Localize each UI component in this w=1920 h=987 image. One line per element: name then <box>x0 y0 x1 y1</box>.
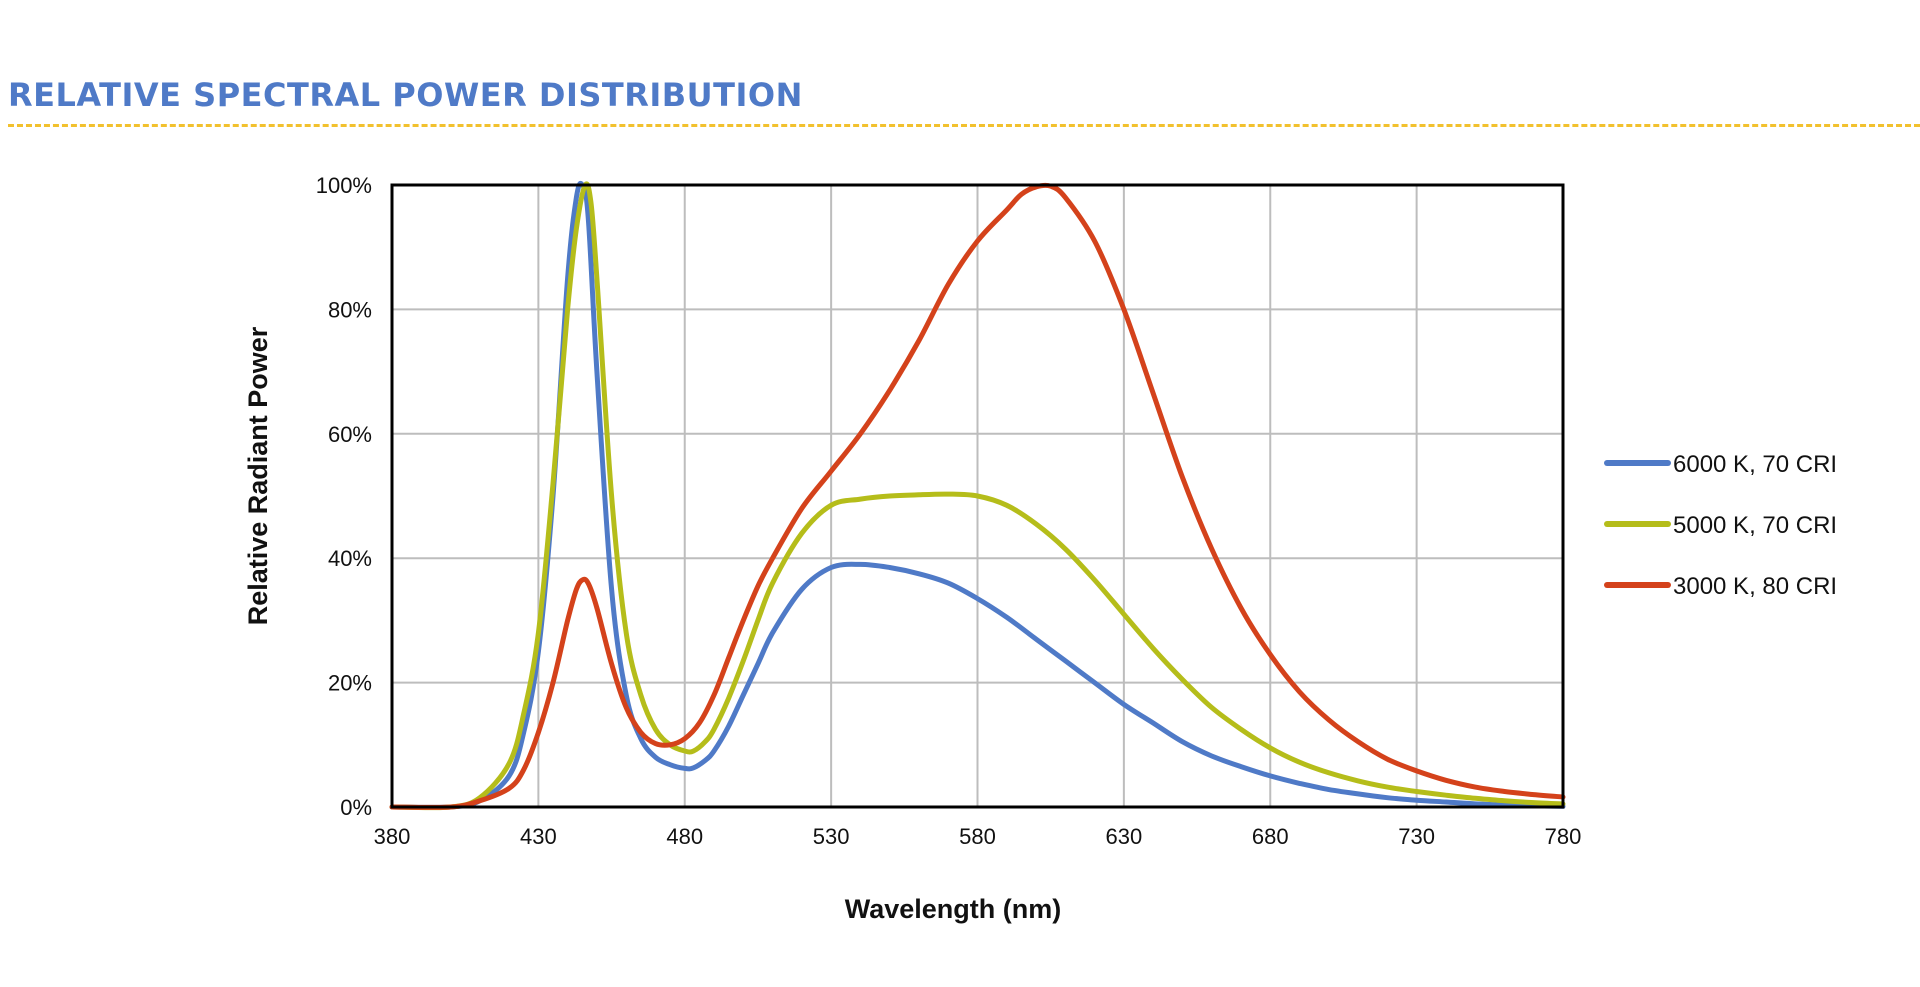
y-tick-label: 40% <box>328 546 372 571</box>
x-tick-label: 530 <box>813 824 850 849</box>
x-tick-labels: 380 430 480 530 580 630 680 730 780 <box>374 824 1582 849</box>
series-line <box>389 180 1566 810</box>
x-tick-label: 630 <box>1106 824 1143 849</box>
title-divider <box>8 124 1920 127</box>
x-axis-title: Wavelength (nm) <box>845 894 1062 924</box>
series-line <box>389 182 1566 810</box>
legend-label: 6000 K, 70 CRI <box>1673 451 1837 478</box>
x-tick-label: 380 <box>374 824 411 849</box>
grid-lines <box>392 185 1563 807</box>
series-line <box>389 181 1566 811</box>
x-tick-label: 480 <box>666 824 703 849</box>
page-title: RELATIVE SPECTRAL POWER DISTRIBUTION <box>8 76 803 114</box>
plot-frame <box>390 183 1565 809</box>
series-lines <box>389 180 1566 811</box>
y-tick-label: 100% <box>316 173 372 198</box>
legend-label: 3000 K, 80 CRI <box>1673 573 1837 600</box>
legend-label: 5000 K, 70 CRI <box>1673 512 1837 539</box>
y-tick-labels: 0% 20% 40% 60% 80% 100% <box>316 173 372 820</box>
x-tick-label: 680 <box>1252 824 1289 849</box>
x-tick-label: 580 <box>959 824 996 849</box>
x-tick-label: 780 <box>1545 824 1582 849</box>
y-tick-label: 80% <box>328 297 372 322</box>
legend: 6000 K, 70 CRI 5000 K, 70 CRI 3000 K, 80 C… <box>1604 451 1837 600</box>
y-tick-label: 0% <box>340 795 372 820</box>
y-tick-label: 20% <box>328 671 372 696</box>
y-tick-label: 60% <box>328 422 372 447</box>
y-axis-title: Relative Radiant Power <box>243 326 273 625</box>
x-tick-label: 730 <box>1398 824 1435 849</box>
x-tick-label: 430 <box>520 824 557 849</box>
